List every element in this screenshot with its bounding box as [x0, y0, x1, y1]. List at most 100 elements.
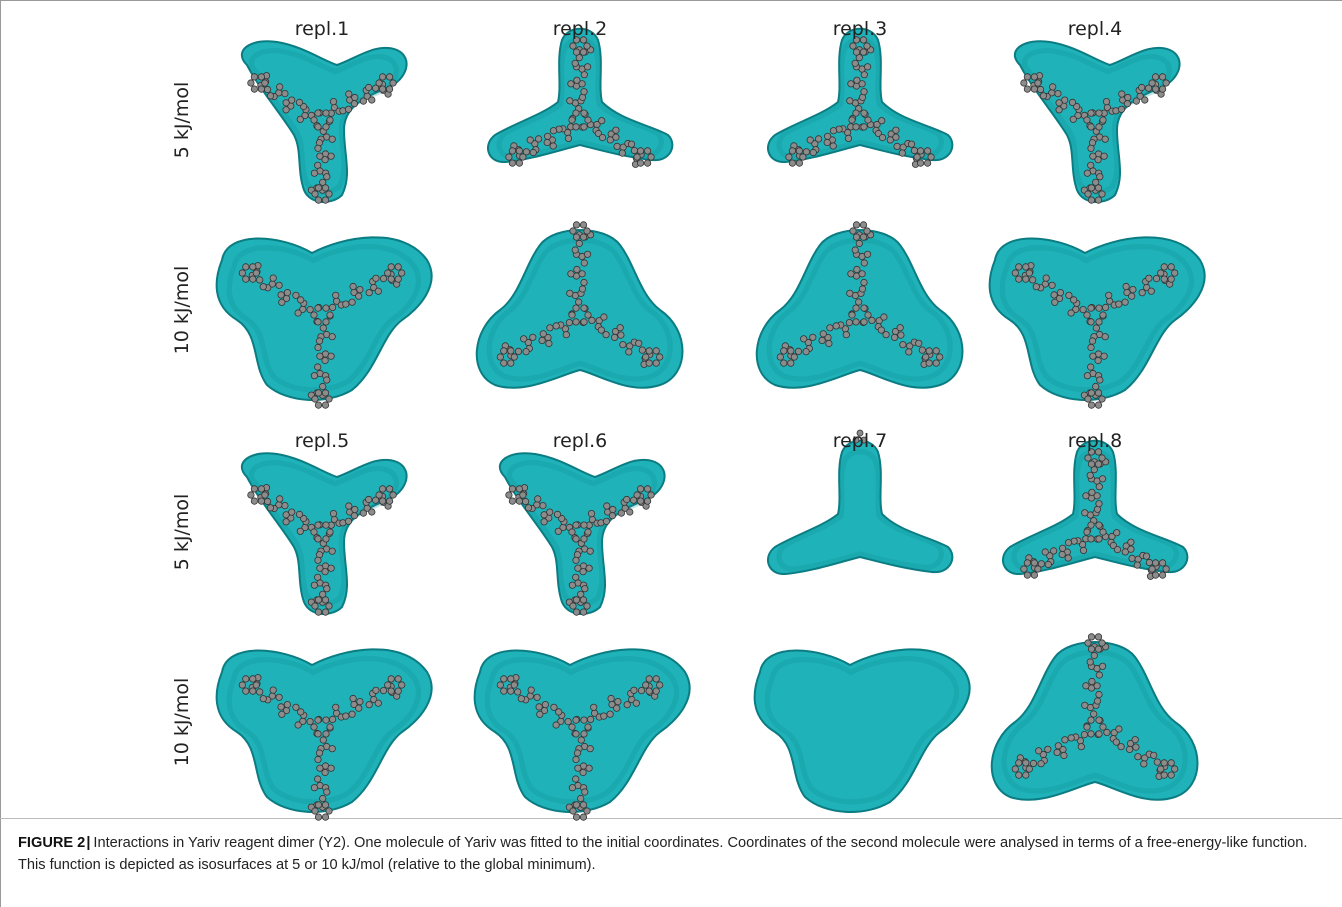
atom — [800, 335, 808, 343]
atom — [1023, 73, 1032, 81]
atom — [378, 85, 387, 93]
atom — [1015, 275, 1023, 283]
molecule-atoms — [238, 262, 406, 409]
atom — [823, 138, 831, 147]
atom — [918, 346, 926, 354]
atom — [326, 311, 334, 319]
atom — [314, 389, 323, 397]
atom — [322, 716, 330, 724]
atom — [572, 556, 580, 564]
atom — [294, 309, 302, 317]
atom — [1105, 291, 1113, 299]
atom — [1102, 303, 1110, 311]
atom — [859, 233, 868, 241]
atom — [1099, 311, 1107, 319]
atom — [608, 512, 617, 520]
atom — [314, 716, 322, 724]
atom — [514, 347, 523, 356]
atom — [326, 723, 334, 731]
atom — [580, 521, 588, 529]
atom — [1034, 565, 1042, 573]
atom — [612, 133, 620, 141]
atom — [543, 132, 552, 140]
isosurface-shading — [226, 656, 422, 805]
atom — [638, 346, 646, 354]
atom — [1067, 734, 1075, 742]
atom — [529, 333, 537, 341]
atom — [609, 505, 617, 514]
atom — [1148, 79, 1156, 87]
atom — [564, 134, 573, 142]
atom — [1115, 300, 1123, 308]
atom — [916, 147, 925, 155]
atom — [572, 109, 580, 117]
atom — [572, 123, 580, 131]
atom — [1151, 571, 1160, 579]
atom — [1044, 745, 1052, 753]
atom — [864, 116, 872, 124]
atom — [1101, 333, 1109, 341]
row-label: 10 kJ/mol — [171, 678, 193, 767]
atom — [365, 289, 373, 297]
atom — [644, 147, 652, 155]
atom — [297, 708, 305, 716]
atom — [386, 485, 394, 493]
atom — [322, 521, 330, 529]
atom — [257, 73, 266, 81]
atom — [580, 716, 588, 724]
atom — [1083, 723, 1091, 731]
atom — [1030, 73, 1039, 81]
atom — [1030, 85, 1039, 93]
atom — [1087, 184, 1096, 192]
atom — [540, 511, 548, 519]
caption-separator: | — [86, 835, 91, 851]
atom — [858, 285, 867, 293]
atom — [1088, 488, 1096, 496]
atom — [656, 681, 664, 689]
atom — [295, 510, 304, 518]
atom — [1095, 716, 1103, 724]
atom — [652, 675, 660, 683]
atom — [644, 485, 652, 493]
atom — [1117, 743, 1125, 751]
atom — [321, 608, 330, 616]
isosurface-panel-4 — [1013, 40, 1181, 204]
atom — [1093, 697, 1102, 705]
atom — [327, 764, 335, 772]
atom — [1095, 521, 1103, 529]
atom — [314, 755, 322, 764]
atom — [858, 270, 866, 278]
row-label: 5 kJ/mol — [171, 494, 193, 571]
atom — [288, 96, 296, 104]
atom — [275, 693, 283, 701]
atom — [372, 686, 380, 694]
atom — [852, 109, 860, 117]
atom — [579, 568, 587, 576]
atom — [314, 813, 323, 821]
atom — [1079, 305, 1087, 314]
atom — [1102, 97, 1111, 106]
atom — [1087, 401, 1096, 409]
atom — [572, 596, 581, 604]
atom — [550, 703, 558, 711]
atom — [263, 85, 272, 94]
isosurface-panel-11 — [766, 429, 954, 576]
atom — [310, 372, 318, 380]
molecule-atoms — [505, 36, 655, 168]
atom — [1098, 454, 1106, 462]
atom — [329, 715, 337, 723]
atom — [281, 501, 289, 510]
atom — [924, 159, 932, 167]
atom — [571, 59, 579, 67]
atom — [242, 275, 250, 283]
atom — [1095, 123, 1103, 131]
atom — [612, 126, 620, 134]
atom — [276, 495, 284, 503]
atom — [311, 602, 319, 610]
atom — [249, 275, 257, 283]
atom — [505, 153, 513, 161]
atom — [1157, 269, 1165, 277]
atom — [1095, 690, 1103, 699]
atom — [386, 497, 394, 505]
